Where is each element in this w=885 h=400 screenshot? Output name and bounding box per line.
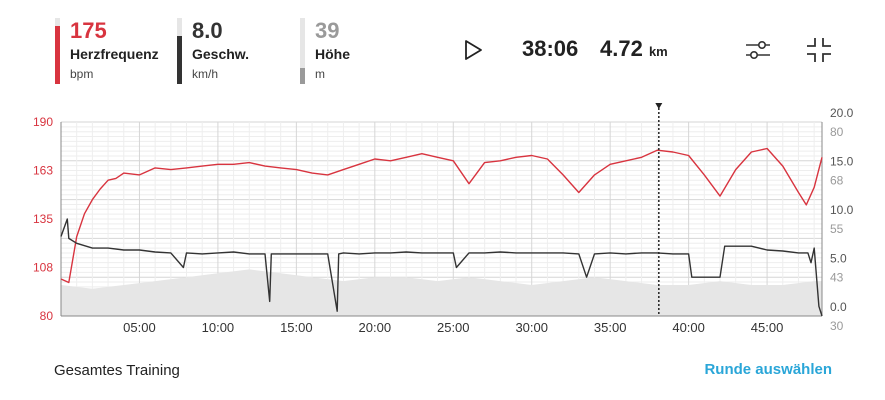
- x-axis-tick-label: 10:00: [202, 320, 235, 335]
- distance-unit: km: [648, 44, 668, 59]
- speed-value: 8.0: [192, 18, 223, 43]
- playback-cursor-marker: [655, 103, 663, 109]
- collapse-button[interactable]: [805, 36, 833, 64]
- speed-axis-tick-label: 20.0: [830, 106, 854, 120]
- heart-rate-unit: bpm: [70, 67, 94, 81]
- x-axis-tick-label: 30:00: [515, 320, 548, 335]
- altitude-axis-tick-label: 30: [830, 319, 844, 333]
- x-axis-tick-label: 35:00: [594, 320, 627, 335]
- sliders-icon: [746, 41, 770, 60]
- duration-value: 38:06: [522, 36, 579, 61]
- speed-series-line: [60, 218, 823, 317]
- altitude-axis-tick-label: 43: [830, 271, 844, 285]
- speed-axis-tick-label: 5.0: [830, 252, 847, 266]
- left-axis-tick-label: 190: [33, 115, 53, 129]
- distance-number: 4.72: [600, 36, 643, 61]
- altitude-series-area: [61, 269, 822, 316]
- distance-value: 4.72 km: [600, 36, 668, 65]
- total-training-label: Gesamtes Training: [54, 362, 180, 379]
- select-lap-link[interactable]: Runde auswählen: [704, 361, 832, 378]
- x-axis-tick-label: 25:00: [437, 320, 470, 335]
- speed-axis-tick-label: 15.0: [830, 155, 854, 169]
- heart-rate-level-fill: [55, 25, 60, 84]
- left-axis-tick-label: 163: [33, 164, 53, 178]
- heart-rate-level-bar: [55, 18, 60, 84]
- heart-rate-series-line: [60, 147, 823, 284]
- speed-level-fill: [177, 36, 182, 84]
- left-axis-tick-label: 80: [40, 309, 54, 323]
- play-button[interactable]: [462, 38, 484, 62]
- speed-label: Geschw.: [192, 46, 250, 62]
- x-axis-tick-label: 05:00: [123, 320, 156, 335]
- altitude-value: 39: [315, 18, 340, 43]
- altitude-level-fill: [300, 67, 305, 84]
- speed-axis-tick-label: 0.0: [830, 300, 847, 314]
- heart-rate-label: Herzfrequenz: [70, 46, 159, 62]
- workout-chart[interactable]: 190 163 135 108 80 20.0 15.0 10.0 5.0 0.0 80 68 55 43…: [0, 96, 885, 346]
- speed-level-bar: [177, 18, 182, 84]
- altitude-axis-tick-label: 68: [830, 174, 844, 188]
- altitude-unit: m: [315, 67, 325, 81]
- settings-button[interactable]: [743, 37, 773, 63]
- altitude-axis-tick-label: 80: [830, 125, 844, 139]
- x-axis-tick-label: 40:00: [672, 320, 705, 335]
- altitude-axis-tick-label: 55: [830, 222, 844, 236]
- left-axis-tick-label: 108: [33, 261, 53, 275]
- collapse-icon: [807, 38, 831, 62]
- play-icon: [465, 40, 482, 60]
- speed-unit: km/h: [192, 67, 219, 81]
- heart-rate-value: 175: [70, 18, 107, 43]
- x-axis-tick-label: 15:00: [280, 320, 313, 335]
- x-axis-tick-label: 45:00: [751, 320, 784, 335]
- left-axis-tick-label: 135: [33, 212, 53, 226]
- altitude-label: Höhe: [315, 46, 350, 62]
- speed-axis-tick-label: 10.0: [830, 203, 854, 217]
- altitude-level-bar: [300, 18, 305, 84]
- x-axis-tick-label: 20:00: [359, 320, 392, 335]
